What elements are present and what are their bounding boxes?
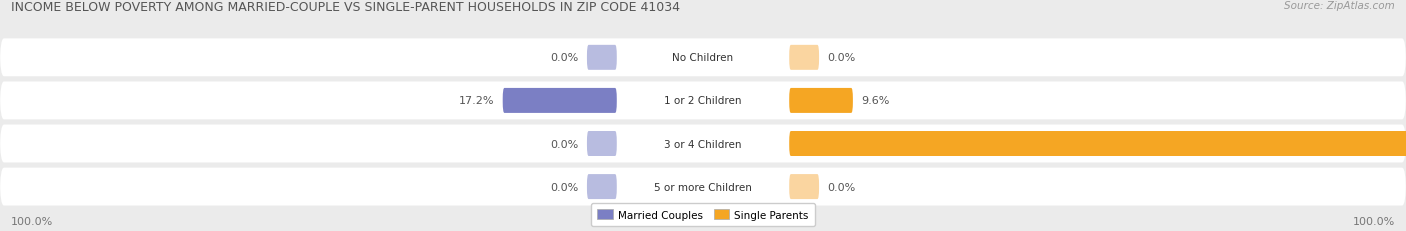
Text: 5 or more Children: 5 or more Children [654, 182, 752, 192]
Text: 0.0%: 0.0% [551, 139, 579, 149]
Text: 9.6%: 9.6% [860, 96, 889, 106]
Text: 0.0%: 0.0% [551, 182, 579, 192]
FancyBboxPatch shape [0, 125, 1406, 163]
Text: 0.0%: 0.0% [827, 53, 855, 63]
Text: 100.0%: 100.0% [11, 216, 53, 226]
FancyBboxPatch shape [586, 46, 617, 70]
FancyBboxPatch shape [0, 168, 1406, 206]
Text: 1 or 2 Children: 1 or 2 Children [664, 96, 742, 106]
Text: 3 or 4 Children: 3 or 4 Children [664, 139, 742, 149]
FancyBboxPatch shape [789, 131, 1406, 156]
FancyBboxPatch shape [0, 82, 1406, 120]
Text: 17.2%: 17.2% [460, 96, 495, 106]
Text: 100.0%: 100.0% [1353, 216, 1395, 226]
FancyBboxPatch shape [503, 88, 617, 113]
Text: 0.0%: 0.0% [827, 182, 855, 192]
FancyBboxPatch shape [789, 88, 853, 113]
Text: No Children: No Children [672, 53, 734, 63]
FancyBboxPatch shape [586, 131, 617, 156]
FancyBboxPatch shape [586, 174, 617, 199]
Legend: Married Couples, Single Parents: Married Couples, Single Parents [591, 203, 815, 226]
FancyBboxPatch shape [789, 174, 820, 199]
Text: INCOME BELOW POVERTY AMONG MARRIED-COUPLE VS SINGLE-PARENT HOUSEHOLDS IN ZIP COD: INCOME BELOW POVERTY AMONG MARRIED-COUPL… [11, 1, 681, 14]
Text: Source: ZipAtlas.com: Source: ZipAtlas.com [1284, 1, 1395, 11]
Text: 0.0%: 0.0% [551, 53, 579, 63]
FancyBboxPatch shape [0, 39, 1406, 77]
FancyBboxPatch shape [789, 46, 820, 70]
